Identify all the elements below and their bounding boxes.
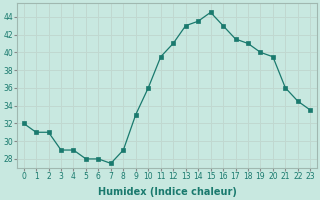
X-axis label: Humidex (Indice chaleur): Humidex (Indice chaleur) xyxy=(98,187,236,197)
